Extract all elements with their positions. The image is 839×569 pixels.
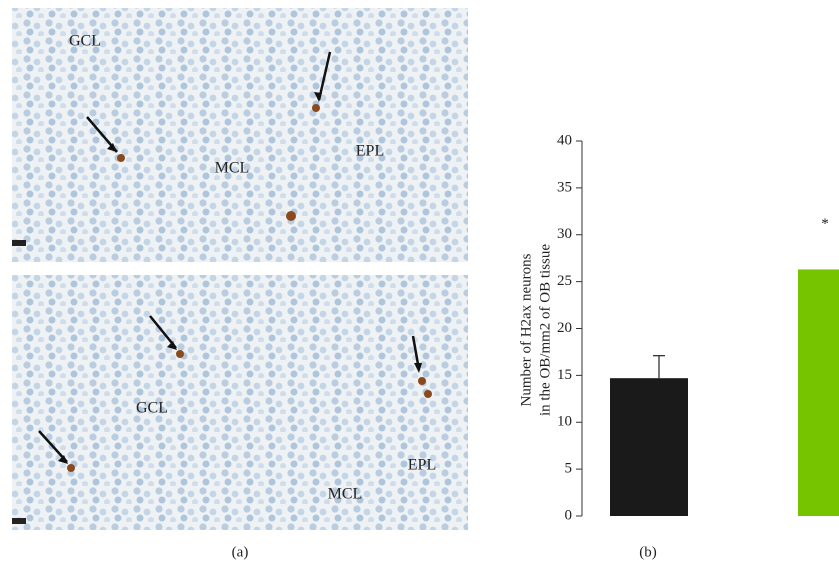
caption: (b) bbox=[639, 544, 657, 560]
region-label: GCL bbox=[69, 33, 101, 50]
significance-mark: * bbox=[821, 216, 829, 232]
caption: (a) bbox=[232, 544, 249, 560]
y-tick-label: 20 bbox=[557, 320, 572, 336]
y-tick-label: 15 bbox=[557, 367, 572, 383]
region-label: GCL bbox=[136, 400, 168, 417]
y-tick-label: 35 bbox=[557, 179, 572, 195]
bar bbox=[610, 378, 688, 516]
region-label: EPL bbox=[356, 143, 384, 160]
y-tick-label: 0 bbox=[565, 507, 573, 523]
y-tick-label: 25 bbox=[557, 273, 572, 289]
y-axis-label: Number of H2ax neurons bbox=[518, 253, 534, 406]
y-axis-label: in the OB/mm2 of OB tissue bbox=[537, 244, 553, 416]
region-label: EPL bbox=[408, 457, 436, 474]
region-label: MCL bbox=[328, 486, 363, 503]
y-tick-label: 30 bbox=[557, 226, 572, 242]
micrograph-bottom bbox=[12, 275, 468, 530]
y-tick-label: 5 bbox=[565, 461, 573, 477]
y-tick-label: 40 bbox=[557, 132, 572, 148]
region-label: MCL bbox=[215, 160, 250, 177]
y-tick-label: 10 bbox=[557, 414, 572, 430]
micrograph-top bbox=[12, 8, 468, 262]
bar bbox=[798, 269, 839, 516]
